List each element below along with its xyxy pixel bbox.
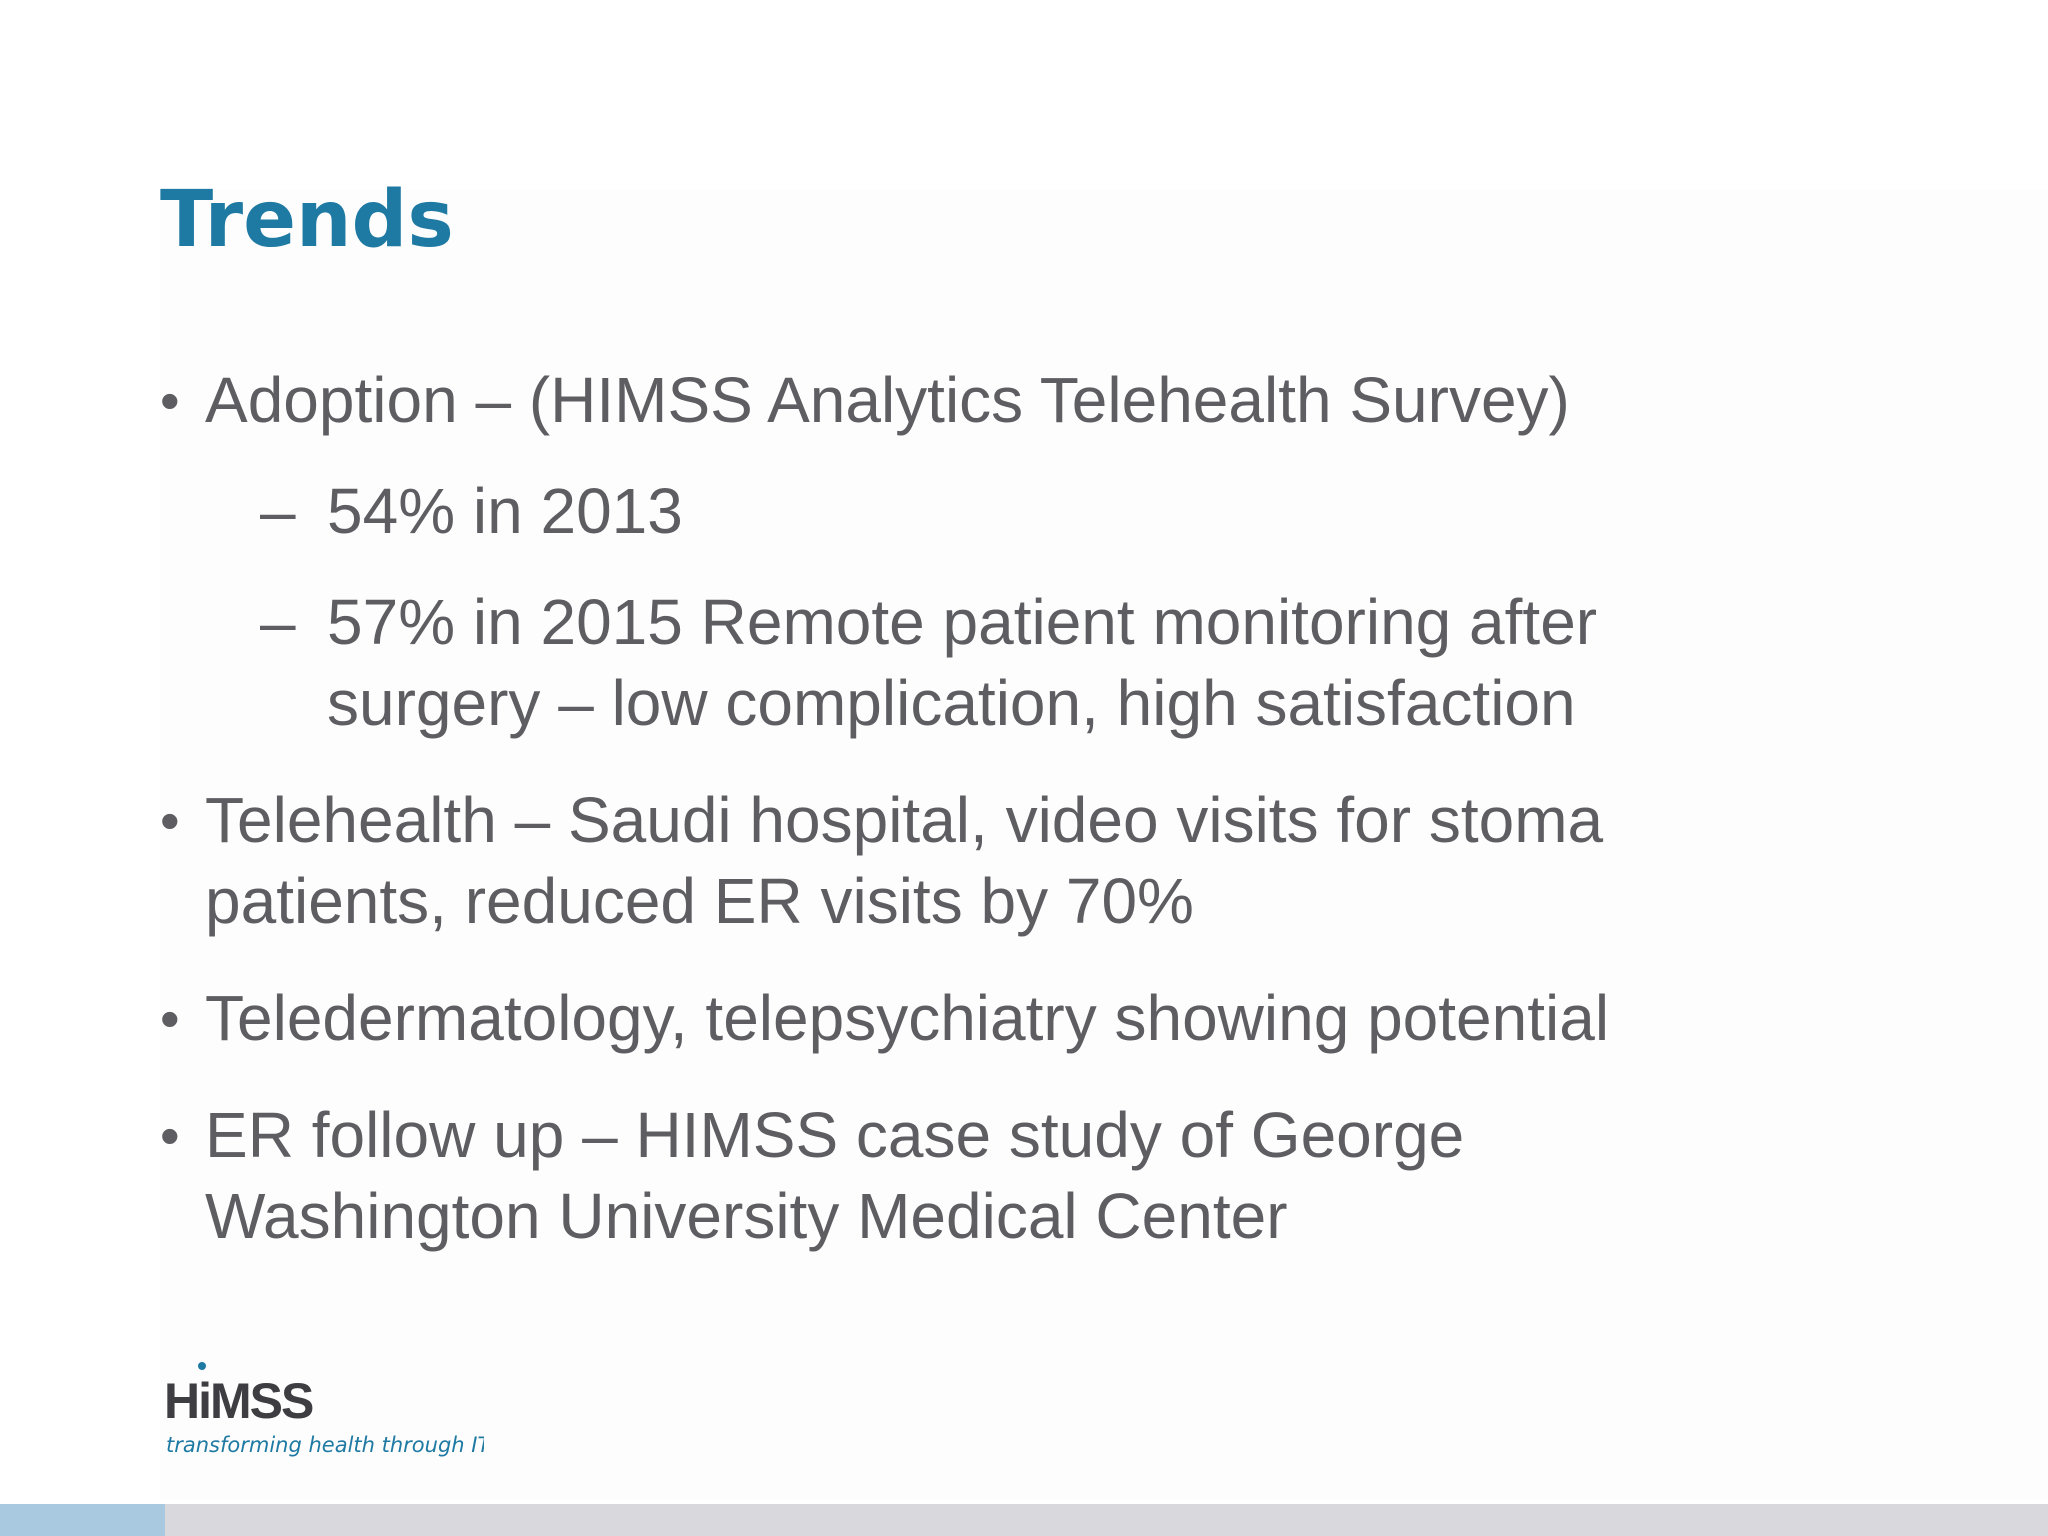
himss-logo: HiMSS transforming health through IT™ xyxy=(164,1362,484,1457)
bullet-er-follow-up: • ER follow up – HIMSS case study of Geo… xyxy=(160,1095,1800,1257)
bullet-telehealth: • Telehealth – Saudi hospital, video vis… xyxy=(160,780,1800,942)
bullet-adoption: • Adoption – (HIMSS Analytics Telehealth… xyxy=(160,360,1800,441)
bullet-mark: • xyxy=(160,1104,180,1167)
slide-title: Trends xyxy=(160,175,454,265)
bullet-list: • Adoption – (HIMSS Analytics Telehealth… xyxy=(160,360,1800,1293)
bullet-text: Telehealth – Saudi hospital, video visit… xyxy=(205,784,1604,937)
sub-bullet-mark: – xyxy=(260,475,296,547)
bullet-text: ER follow up – HIMSS case study of Georg… xyxy=(205,1099,1465,1252)
sub-bullet-mark: – xyxy=(260,586,296,658)
footer-bar-accent xyxy=(0,1504,165,1536)
bullet-mark: • xyxy=(160,369,180,432)
bullet-teledermatology: • Teledermatology, telepsychiatry showin… xyxy=(160,978,1800,1059)
logo-wordmark: HiMSS xyxy=(164,1373,313,1429)
footer-bar xyxy=(165,1504,2048,1536)
bullet-text: Adoption – (HIMSS Analytics Telehealth S… xyxy=(205,364,1570,436)
sub-bullet-2015: – 57% in 2015 Remote patient monitoring … xyxy=(160,582,1800,744)
sub-bullet-text: 57% in 2015 Remote patient monitoring af… xyxy=(327,586,1598,739)
bullet-mark: • xyxy=(160,987,180,1050)
sub-bullet-2013: – 54% in 2013 xyxy=(160,471,1800,552)
slide-background xyxy=(160,190,2048,1500)
bullet-mark: • xyxy=(160,789,180,852)
logo-tagline: transforming health through IT™ xyxy=(166,1433,484,1457)
sub-bullet-text: 54% in 2013 xyxy=(327,475,683,547)
logo-dot-icon xyxy=(198,1362,206,1370)
bullet-text: Teledermatology, telepsychiatry showing … xyxy=(205,982,1610,1054)
